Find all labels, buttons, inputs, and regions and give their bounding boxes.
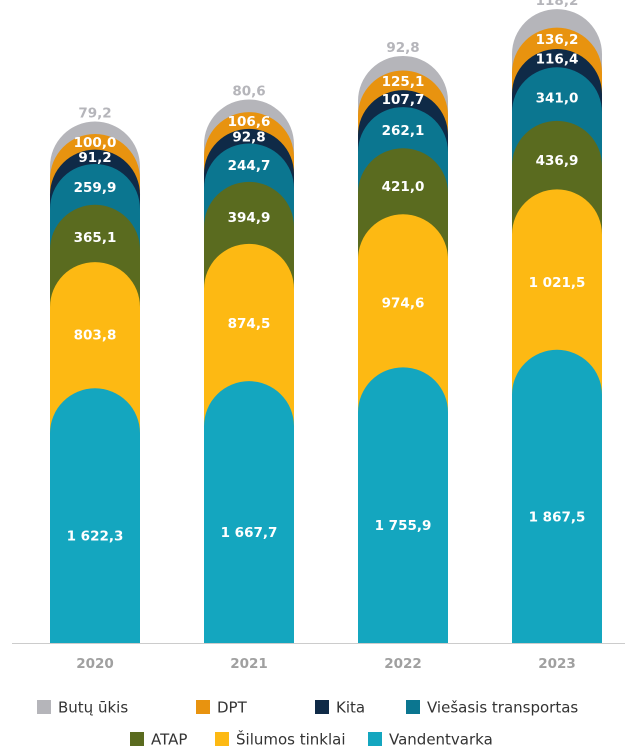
value-label: 1 667,7 (221, 525, 278, 541)
legend-swatch (215, 732, 229, 746)
value-label: 107,7 (382, 92, 425, 108)
value-label: 259,9 (74, 180, 117, 196)
value-label: 1 867,5 (529, 509, 586, 525)
value-label: 1 755,9 (375, 518, 432, 534)
value-label: 100,0 (74, 135, 117, 151)
legend-swatch (368, 732, 382, 746)
value-label: 244,7 (228, 158, 271, 174)
x-tick-label: 2023 (538, 656, 576, 672)
value-label: 974,6 (382, 296, 425, 312)
value-label: 365,1 (74, 230, 117, 246)
bar-segment (512, 349, 602, 643)
value-label: 106,6 (228, 114, 271, 130)
bar-segment (50, 388, 140, 643)
x-tick-label: 2021 (230, 656, 268, 672)
value-label: 80,6 (232, 83, 265, 99)
x-tick-label: 2022 (384, 656, 422, 672)
legend-swatch (196, 700, 210, 714)
legend-label: Butų ūkis (58, 699, 128, 717)
legend-label: Viešasis transportas (427, 699, 578, 717)
value-label: 1 622,3 (67, 529, 124, 545)
value-label: 91,2 (78, 150, 111, 166)
value-label: 874,5 (228, 316, 271, 332)
legend-label: Vandentvarka (389, 731, 493, 749)
legend-label: ATAP (151, 731, 187, 749)
legend-swatch (406, 700, 420, 714)
value-label: 118,2 (536, 0, 579, 9)
bar-segment (204, 381, 294, 643)
legend-swatch (130, 732, 144, 746)
value-label: 116,4 (536, 52, 579, 68)
legend-label: DPT (217, 699, 248, 717)
legend-swatch (37, 700, 51, 714)
value-label: 803,8 (74, 328, 117, 344)
value-label: 394,9 (228, 210, 271, 226)
x-tick-label: 2020 (76, 656, 114, 672)
value-label: 136,2 (536, 32, 579, 48)
legend-label: Šilumos tinklai (236, 730, 346, 749)
value-label: 421,0 (382, 179, 425, 195)
legend-label: Kita (336, 699, 365, 717)
value-label: 436,9 (536, 153, 579, 169)
value-label: 92,8 (386, 40, 419, 56)
bar-segment (358, 367, 448, 643)
value-label: 1 021,5 (529, 275, 586, 291)
value-label: 125,1 (382, 74, 425, 90)
value-label: 341,0 (536, 91, 579, 107)
value-label: 92,8 (232, 129, 265, 145)
legend-swatch (315, 700, 329, 714)
value-label: 262,1 (382, 123, 425, 139)
value-label: 79,2 (78, 106, 111, 122)
